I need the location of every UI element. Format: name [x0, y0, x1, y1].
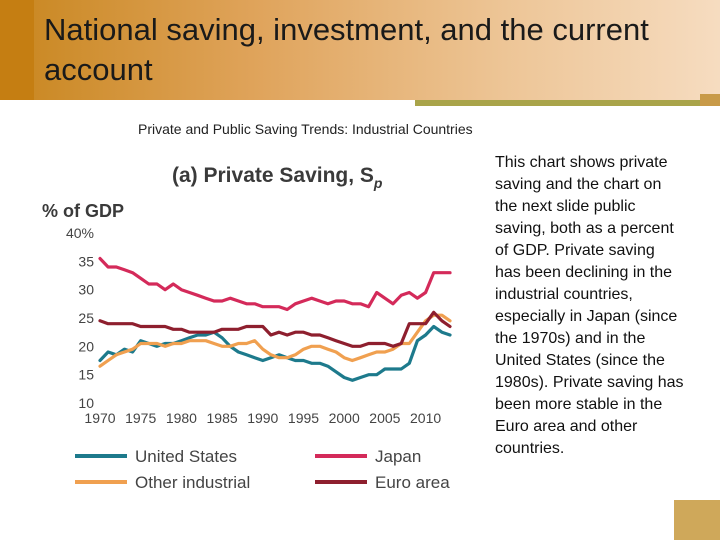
series-line-japan [98, 256, 452, 312]
divider-left [0, 100, 415, 106]
divider-right [415, 100, 705, 106]
chart-title-subscript: p [373, 175, 383, 191]
x-tick-label: 1985 [207, 410, 238, 426]
title-accent-strip [0, 0, 34, 100]
x-tick-label: 1970 [84, 410, 115, 426]
legend-label-japan: Japan [375, 447, 421, 466]
legend-label-united-states: United States [135, 447, 237, 466]
private-saving-chart: (a) Private Saving, Sp % of GDP 10 15 20 25… [42, 164, 452, 492]
divider-accent [700, 94, 720, 106]
legend-label-other-industrial: Other industrial [135, 473, 250, 492]
x-tick-label: 1975 [125, 410, 156, 426]
y-tick-label: 35 [78, 253, 94, 269]
explanation-text: This chart shows private saving and the … [495, 154, 684, 457]
title-bar [0, 0, 720, 100]
y-tick-label: 15 [78, 367, 94, 383]
slide-title: National saving, investment, and the cur… [44, 12, 649, 87]
x-tick-label: 2005 [369, 410, 400, 426]
y-tick-label: 20 [78, 338, 94, 354]
y-tick-label: 40% [66, 225, 94, 241]
y-tick-label: 10 [78, 395, 94, 411]
x-tick-label: 1980 [166, 410, 197, 426]
chart-title: (a) Private Saving, Sp [172, 164, 383, 191]
legend-label-euro-area: Euro area [375, 473, 450, 492]
chart-subtitle: Private and Public Saving Trends: Indust… [138, 121, 473, 137]
chart-title-main: (a) Private Saving, S [172, 164, 374, 187]
x-tick-label: 2000 [329, 410, 360, 426]
y-axis-label: % of GDP [42, 201, 124, 221]
series-line-other-industrial [98, 313, 452, 368]
corner-decoration [670, 500, 720, 540]
x-tick-label: 1995 [288, 410, 319, 426]
y-tick-label: 30 [78, 282, 94, 298]
x-tick-label: 1990 [247, 410, 278, 426]
x-tick-label: 2010 [410, 410, 441, 426]
y-tick-label: 25 [78, 310, 94, 326]
series-line-euro-area [98, 310, 452, 348]
